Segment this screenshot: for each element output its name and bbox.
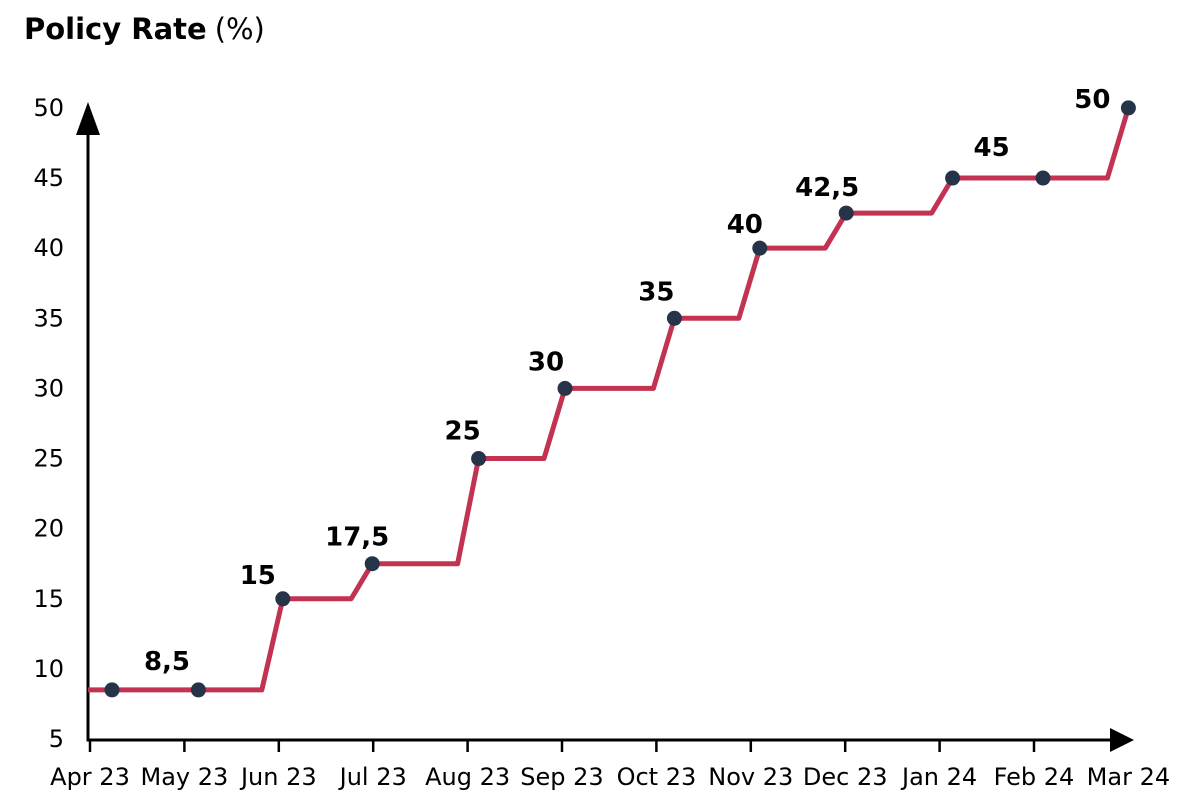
data-point-label: 8,5 (144, 647, 190, 677)
y-axis-arrowhead-icon (76, 102, 100, 135)
y-axis-tick-label: 15 (33, 585, 64, 613)
y-axis-tick-label: 10 (33, 655, 64, 683)
x-axis-tick-label: Jan 24 (900, 763, 977, 791)
y-axis-tick-label: 20 (33, 515, 64, 543)
data-point-marker (752, 240, 768, 256)
chart-title-unit: (%) (214, 12, 265, 46)
y-axis-tick-label: 35 (33, 304, 64, 332)
y-axis-tick-label: 30 (33, 374, 64, 402)
x-axis-tick-label: Apr 23 (50, 763, 130, 791)
x-axis-tick-label: Jul 23 (338, 763, 407, 791)
x-axis-tick-label: Nov 23 (708, 763, 793, 791)
data-point-marker (666, 310, 682, 326)
data-point-label: 50 (1074, 85, 1110, 115)
y-axis-tick-label: 25 (33, 445, 64, 473)
data-point-label: 30 (528, 347, 564, 377)
data-point-marker (838, 205, 854, 221)
x-axis-tick-label: Dec 23 (803, 763, 888, 791)
y-axis-tick-label: 40 (33, 234, 64, 262)
chart-title-main: Policy Rate (24, 12, 207, 46)
data-point-marker (945, 170, 961, 186)
data-point-marker (275, 591, 291, 607)
x-axis-tick-label: Jun 23 (239, 763, 317, 791)
data-point-marker (104, 682, 120, 698)
data-point-marker (364, 556, 380, 572)
chart-title: Policy Rate (%) (24, 12, 265, 46)
x-axis-arrowhead-icon (1110, 728, 1134, 752)
y-axis-tick-label: 45 (33, 164, 64, 192)
data-point-label: 15 (240, 561, 276, 591)
x-axis-tick-label: Aug 23 (425, 763, 510, 791)
x-axis-tick-label: Oct 23 (617, 763, 697, 791)
data-point-label: 40 (727, 210, 763, 240)
x-axis-tick-label: Mar 24 (1087, 763, 1170, 791)
policy-rate-line (88, 107, 1131, 693)
y-axis-tick-label: 50 (33, 94, 64, 122)
x-axis-tick-label: May 23 (141, 763, 229, 791)
data-point-marker (557, 380, 573, 396)
data-point-marker (471, 451, 487, 467)
data-point-marker (1120, 100, 1136, 116)
x-axis-tick-label: Sep 23 (520, 763, 603, 791)
data-point-label: 25 (445, 417, 481, 447)
data-point-label: 17,5 (325, 523, 389, 553)
data-point-marker (1035, 170, 1051, 186)
data-point-label: 35 (638, 277, 674, 307)
data-point-marker (190, 682, 206, 698)
data-point-label: 45 (974, 133, 1010, 163)
x-axis-tick-label: Feb 24 (994, 763, 1075, 791)
y-axis-tick-label: 5 (49, 725, 64, 753)
data-point-label: 42,5 (795, 173, 859, 203)
